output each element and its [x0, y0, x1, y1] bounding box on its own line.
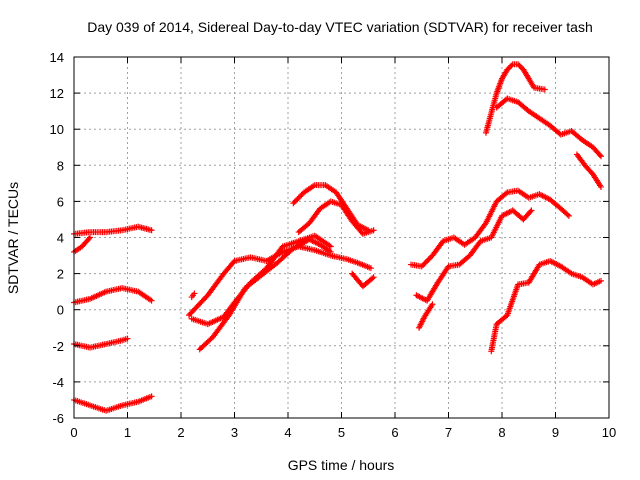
series-marks [295, 198, 377, 237]
x-tick-label: 3 [231, 425, 238, 440]
y-tick-label: -4 [52, 375, 64, 390]
y-tick-label: 6 [57, 194, 64, 209]
series-s8 [196, 236, 334, 353]
series-s1 [71, 223, 155, 237]
y-axis-label: SDTVAR / TECUs [5, 182, 21, 294]
series-marks [188, 232, 334, 328]
series-marks [186, 243, 374, 319]
series-marks [71, 223, 155, 237]
series-marks [482, 61, 548, 136]
series-marks [573, 151, 604, 190]
series-marks [493, 95, 604, 160]
x-tick-label: 9 [552, 425, 559, 440]
y-tick-label: 2 [57, 267, 64, 282]
series-s16 [488, 257, 604, 355]
series-marks [71, 393, 155, 414]
series-s10 [295, 198, 377, 237]
data-series [71, 61, 604, 414]
y-tick-label: -6 [52, 411, 64, 426]
series-marks [408, 187, 572, 270]
series-marks [488, 257, 604, 355]
series-s3 [71, 335, 131, 351]
y-tick-label: 14 [50, 50, 64, 65]
y-tick-label: 4 [57, 231, 64, 246]
x-tick-label: 1 [124, 425, 131, 440]
series-s6 [186, 243, 374, 319]
series-marks [71, 335, 131, 351]
x-tick-label: 0 [70, 425, 77, 440]
series-s7 [188, 232, 334, 328]
series-marks [413, 207, 535, 304]
series-marks [290, 182, 372, 234]
y-tick-label: 0 [57, 303, 64, 318]
series-s11 [349, 270, 377, 290]
series-s15 [416, 301, 436, 331]
series-s14 [413, 207, 535, 304]
series-s18 [493, 95, 604, 160]
x-tick-label: 10 [602, 425, 616, 440]
x-tick-label: 2 [177, 425, 184, 440]
series-marks [416, 301, 436, 331]
x-tick-label: 7 [445, 425, 452, 440]
x-tick-label: 5 [338, 425, 345, 440]
series-marks [196, 236, 334, 353]
y-tick-label: -2 [52, 339, 64, 354]
x-axis-label: GPS time / hours [288, 457, 395, 473]
series-marks [71, 285, 155, 306]
series-s12 [188, 290, 198, 301]
series-s19 [573, 151, 604, 190]
series-marks [349, 270, 377, 290]
x-tick-label: 4 [284, 425, 291, 440]
series-s9 [290, 182, 372, 234]
chart-title: Day 039 of 2014, Sidereal Day-to-day VTE… [87, 19, 593, 35]
series-marks [188, 290, 198, 301]
x-tick-label: 8 [498, 425, 505, 440]
series-s2 [71, 285, 155, 306]
y-tick-label: 12 [50, 86, 64, 101]
series-s17 [482, 61, 548, 136]
y-tick-label: 8 [57, 158, 64, 173]
grid-lines [74, 57, 609, 418]
y-tick-label: 10 [50, 122, 64, 137]
series-s13 [408, 187, 572, 270]
x-tick-label: 6 [391, 425, 398, 440]
series-s4 [71, 393, 155, 414]
